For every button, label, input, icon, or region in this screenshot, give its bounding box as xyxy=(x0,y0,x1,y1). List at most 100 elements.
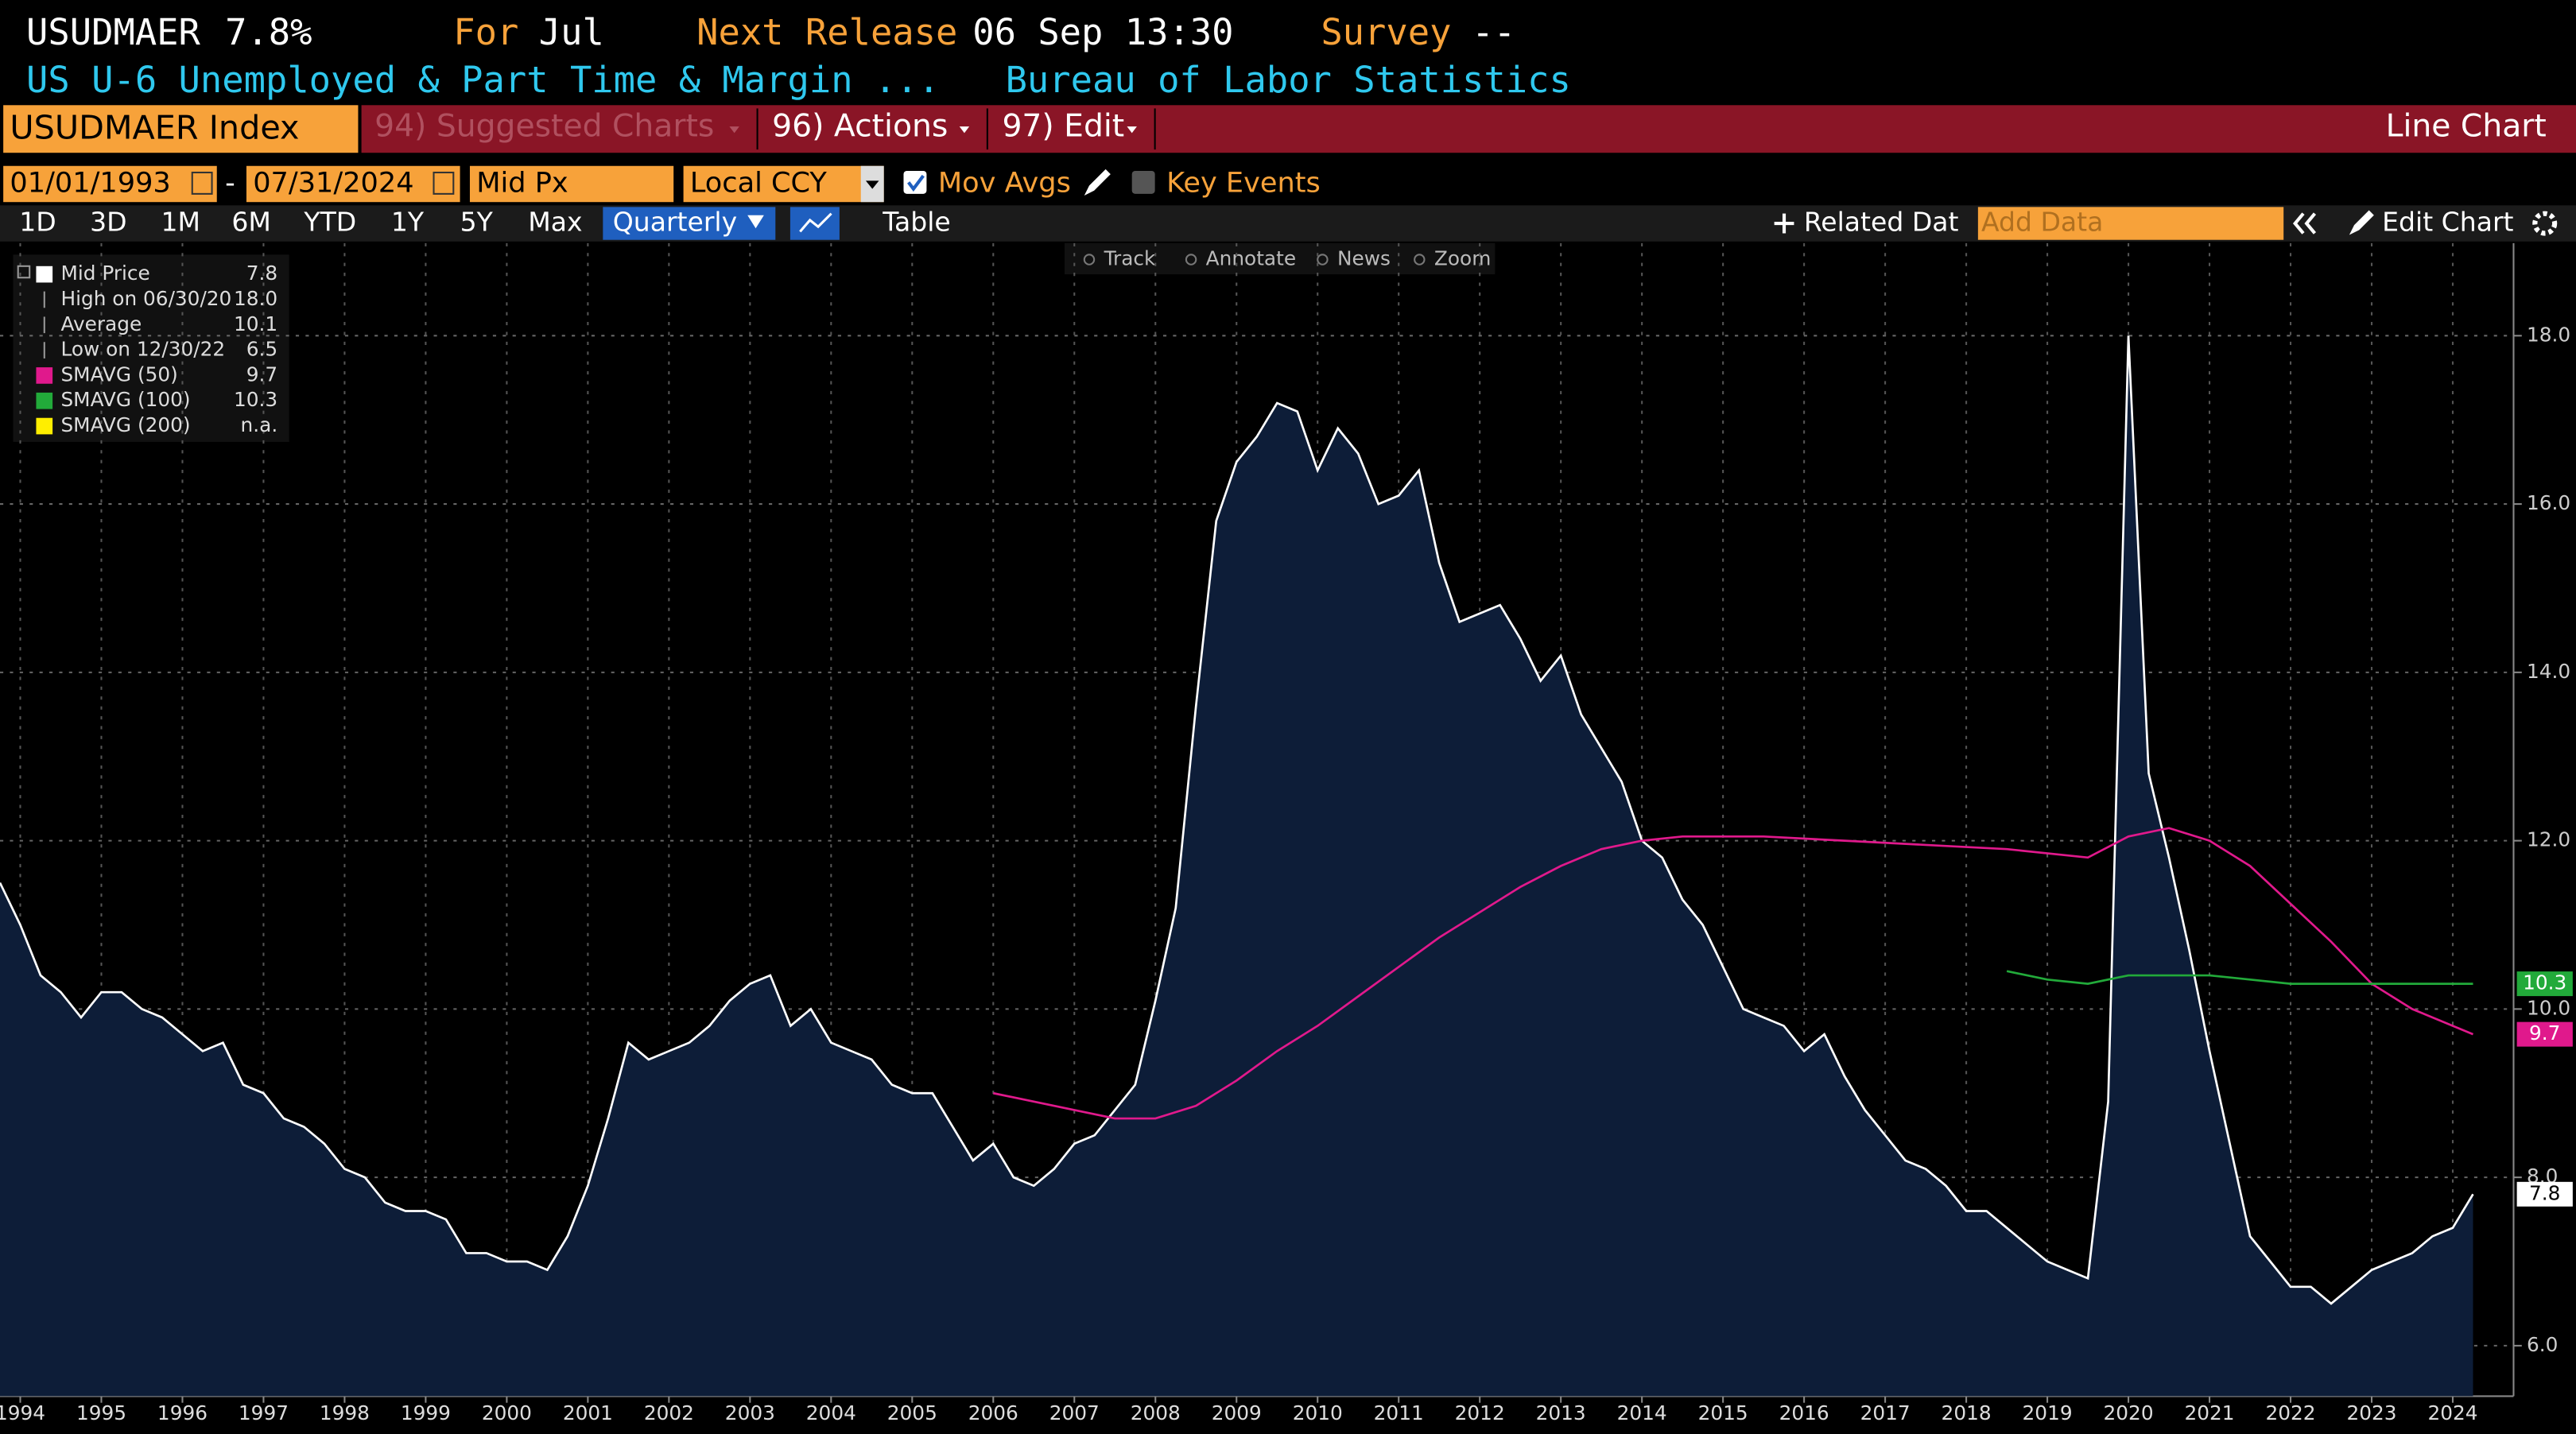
security-box[interactable] xyxy=(3,105,359,153)
dropdown-icon xyxy=(865,180,879,189)
x-tick-label: 2008 xyxy=(1131,1401,1181,1424)
for-label: For xyxy=(453,11,518,53)
x-tick-label: 2009 xyxy=(1212,1401,1262,1424)
legend-panel xyxy=(13,254,289,442)
x-tick-label: 2022 xyxy=(2265,1401,2315,1424)
period-button[interactable]: YTD xyxy=(303,207,356,238)
x-tick-label: 1997 xyxy=(239,1401,289,1424)
field[interactable]: Mid Px xyxy=(476,166,568,199)
period-button[interactable]: 1Y xyxy=(391,207,425,238)
header: USUDMAER 7.8% For Jul Next Release 06 Se… xyxy=(26,11,1571,101)
edit-chart[interactable]: Edit Chart xyxy=(2382,207,2513,238)
dropdown-icon xyxy=(1127,126,1137,134)
currency[interactable]: Local CCY xyxy=(690,166,828,199)
frequency[interactable]: Quarterly xyxy=(613,207,737,238)
source: Bureau of Labor Statistics xyxy=(1006,59,1571,101)
plus-icon xyxy=(1774,213,1794,234)
pencil-icon[interactable] xyxy=(1084,169,1111,196)
x-tick-label: 2011 xyxy=(1374,1401,1424,1424)
dropdown-icon xyxy=(729,126,739,134)
legend-swatch xyxy=(36,417,53,435)
date-input[interactable] xyxy=(3,165,217,203)
x-tick-label: 2016 xyxy=(1779,1401,1829,1424)
ticker: USUDMAER xyxy=(26,11,200,53)
value-tag-label: 7.8 xyxy=(2529,1181,2560,1204)
frequency-button[interactable] xyxy=(603,207,776,240)
period-button[interactable]: 1M xyxy=(161,207,201,238)
controls: 01/01/1993 - 07/31/2024 Mid Px Local CCY… xyxy=(3,165,1321,203)
x-tick-label: 2012 xyxy=(1455,1401,1505,1424)
mov-avgs[interactable]: Mov Avgs xyxy=(938,166,1071,199)
tool-icon xyxy=(1083,254,1096,265)
x-tick-label: 1994 xyxy=(0,1401,45,1424)
stat-value: 18.0 xyxy=(234,287,277,310)
period-button[interactable]: 6M xyxy=(231,207,271,238)
for-value: Jul xyxy=(539,11,604,53)
period-button[interactable]: Max xyxy=(528,207,582,238)
tool-icon xyxy=(1317,254,1329,265)
calendar-icon[interactable] xyxy=(191,171,213,195)
y-tick-label: 12.0 xyxy=(2527,828,2570,851)
dropdown-icon xyxy=(959,126,970,134)
tool-button[interactable]: News xyxy=(1337,247,1391,270)
stat-label: Low on 12/30/22 xyxy=(60,338,225,361)
date-input[interactable] xyxy=(246,165,460,203)
collapse-icon[interactable] xyxy=(2292,212,2317,234)
checkbox[interactable] xyxy=(903,170,927,194)
add-data-input[interactable] xyxy=(1977,207,2284,240)
chart-type[interactable]: Line Chart xyxy=(2386,109,2547,145)
x-tick-label: 2023 xyxy=(2346,1401,2396,1424)
period-button[interactable]: 3D xyxy=(90,207,126,238)
end-date[interactable]: 07/31/2024 xyxy=(253,166,413,199)
stat-value: 6.5 xyxy=(246,338,277,361)
menu[interactable]: 96) Actions xyxy=(772,109,948,145)
add-data[interactable]: Add Data xyxy=(1981,207,2103,238)
x-tick-label: 2001 xyxy=(563,1401,613,1424)
field-input[interactable] xyxy=(469,165,674,203)
x-tick-label: 2020 xyxy=(2104,1401,2154,1424)
key-events[interactable]: Key Events xyxy=(1166,166,1321,199)
x-tick-label: 2014 xyxy=(1617,1401,1667,1424)
period-button[interactable]: 5Y xyxy=(460,207,494,238)
x-tick-label: 2015 xyxy=(1698,1401,1748,1424)
table-button[interactable]: Table xyxy=(882,207,950,238)
legend-swatch xyxy=(36,265,53,283)
area xyxy=(0,335,2473,1397)
currency-input[interactable] xyxy=(683,165,884,203)
related-data[interactable]: Related Dat xyxy=(1804,207,1959,238)
x-tick-label: 1999 xyxy=(401,1401,451,1424)
tool-button[interactable]: Track xyxy=(1104,247,1156,270)
start-date[interactable]: 01/01/1993 xyxy=(10,166,170,199)
checkbox[interactable] xyxy=(1131,170,1155,194)
legend-label: Mid Price xyxy=(60,262,149,285)
survey-label: Survey xyxy=(1321,11,1451,53)
x-tick-label: 2003 xyxy=(725,1401,775,1424)
x-tick-label: 2018 xyxy=(1942,1401,1992,1424)
dropdown-icon xyxy=(747,215,764,229)
menu[interactable]: 94) Suggested Charts xyxy=(374,109,714,145)
x-tick-label: 1998 xyxy=(320,1401,370,1424)
tool-icon xyxy=(1185,254,1197,265)
release-value: 06 Sep 13:30 xyxy=(972,11,1233,53)
legend-collapse[interactable] xyxy=(17,265,31,279)
pencil-icon xyxy=(2349,210,2374,235)
value-tag xyxy=(2516,1181,2573,1207)
x-tick-label: 2007 xyxy=(1049,1401,1100,1424)
stat-label: Average xyxy=(60,312,142,335)
legend-swatch xyxy=(36,392,53,409)
stat-value: 10.1 xyxy=(234,312,277,335)
stat-label: High on 06/30/20 xyxy=(60,287,231,310)
value-tag xyxy=(2516,1021,2573,1047)
x-tick-label: 2024 xyxy=(2427,1401,2477,1424)
tool-button[interactable]: Zoom xyxy=(1434,247,1491,270)
menu[interactable]: 97) Edit xyxy=(1002,109,1124,145)
tool-button[interactable]: Annotate xyxy=(1206,247,1296,270)
gear-icon[interactable] xyxy=(2532,211,2558,236)
calendar-icon[interactable] xyxy=(433,171,455,195)
period-button[interactable]: 1D xyxy=(19,207,56,238)
check-icon xyxy=(907,174,925,192)
security[interactable]: USUDMAER Index xyxy=(10,108,299,146)
legend-label: SMAVG (100) xyxy=(60,388,190,411)
x-tick-label: 2010 xyxy=(1293,1401,1343,1424)
